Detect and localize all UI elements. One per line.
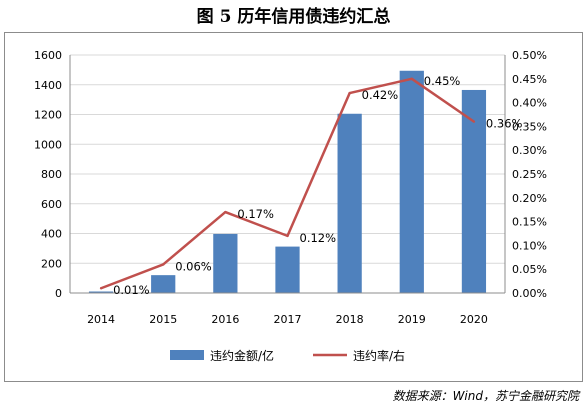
rate-data-label: 0.06% bbox=[175, 259, 212, 273]
bar-2019 bbox=[399, 70, 424, 293]
rate-data-label: 0.12% bbox=[300, 231, 337, 245]
legend-swatch-bar bbox=[170, 350, 204, 360]
y-right-tick-label: 0.45% bbox=[512, 73, 547, 86]
data-source: 数据来源：Wind，苏宁金融研究院 bbox=[392, 389, 579, 403]
x-tick-label: 2017 bbox=[274, 313, 302, 326]
y-left-tick-label: 600 bbox=[41, 198, 62, 211]
y-right-tick-label: 0.15% bbox=[512, 216, 547, 229]
y-left-tick-label: 1600 bbox=[34, 49, 62, 62]
bar-2014 bbox=[88, 291, 114, 293]
bar-2015 bbox=[151, 275, 176, 293]
chart-title: 图 5 历年信用债违约汇总 bbox=[196, 7, 391, 27]
x-tick-label: 2018 bbox=[336, 313, 364, 326]
x-tick-label: 2015 bbox=[149, 313, 177, 326]
x-tick-label: 2020 bbox=[460, 313, 488, 326]
y-right-tick-label: 0.30% bbox=[512, 144, 547, 157]
chart-frame bbox=[4, 32, 583, 382]
y-right-tick-label: 0.35% bbox=[512, 120, 547, 133]
y-left-tick-label: 1400 bbox=[34, 79, 62, 92]
rate-point-2019 bbox=[410, 77, 413, 81]
y-left-tick-label: 200 bbox=[41, 257, 62, 270]
x-tick-label: 2014 bbox=[87, 313, 115, 326]
legend-label-bar: 违约金额/亿 bbox=[210, 348, 274, 363]
rate-data-label: 0.01% bbox=[113, 283, 150, 297]
y-right-tick-label: 0.00% bbox=[512, 287, 547, 300]
y-left-tick-label: 0 bbox=[55, 287, 62, 300]
y-right-tick-label: 0.25% bbox=[512, 168, 547, 181]
y-right-tick-label: 0.50% bbox=[512, 49, 547, 62]
rate-point-2015 bbox=[162, 263, 165, 266]
rate-point-2014 bbox=[99, 287, 103, 290]
y-right-tick-label: 0.05% bbox=[512, 263, 547, 276]
y-left-tick-label: 1000 bbox=[34, 138, 62, 151]
x-tick-label: 2019 bbox=[398, 313, 426, 326]
y-left-tick-label: 800 bbox=[41, 168, 62, 181]
rate-point-2016 bbox=[224, 210, 227, 214]
bar-2018 bbox=[337, 113, 362, 293]
rate-point-2020 bbox=[472, 120, 476, 123]
rate-data-label: 0.36% bbox=[486, 117, 523, 131]
bar-2020 bbox=[461, 89, 487, 293]
rate-data-label: 0.45% bbox=[424, 74, 461, 88]
bar-2017 bbox=[275, 246, 300, 293]
bar-2016 bbox=[213, 233, 238, 293]
legend-label-line: 违约率/右 bbox=[353, 348, 405, 363]
y-right-tick-label: 0.10% bbox=[512, 239, 547, 252]
rate-data-label: 0.42% bbox=[362, 88, 399, 102]
rate-data-label: 0.17% bbox=[237, 207, 274, 221]
y-left-tick-label: 400 bbox=[41, 228, 62, 241]
rate-point-2017 bbox=[286, 234, 289, 238]
rate-point-2018 bbox=[348, 91, 351, 95]
y-right-tick-label: 0.20% bbox=[512, 192, 547, 205]
y-left-tick-label: 1200 bbox=[34, 109, 62, 122]
x-tick-label: 2016 bbox=[211, 313, 239, 326]
y-right-tick-label: 0.40% bbox=[512, 97, 547, 110]
